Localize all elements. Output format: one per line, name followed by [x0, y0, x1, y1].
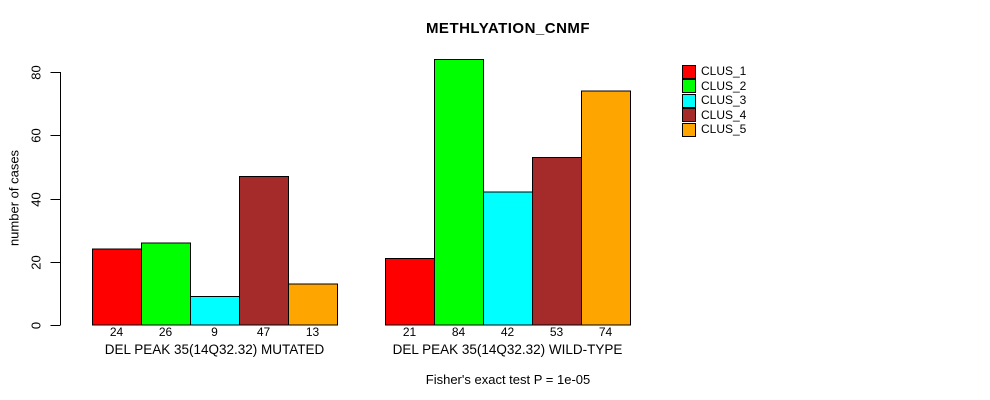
- bar-clus_1-group2: [385, 258, 435, 326]
- bar-value-label: 9: [211, 325, 218, 339]
- chart-title: METHLYATION_CNMF: [425, 20, 591, 37]
- bar-clus_2-group1: [141, 242, 191, 326]
- bar-value-label: 42: [501, 325, 515, 339]
- bar-clus_4-group1: [239, 175, 289, 326]
- y-axis-tick-label: 80: [29, 65, 44, 79]
- bar-clus_5-group1: [288, 283, 338, 326]
- x-group-label: DEL PEAK 35(14Q32.32) MUTATED: [105, 342, 325, 357]
- y-axis-tick-label: 60: [29, 128, 44, 142]
- legend-swatch: [682, 79, 696, 94]
- legend-swatch: [682, 122, 696, 137]
- legend-label: CLUS_2: [701, 78, 747, 93]
- y-axis-tick-label: 0: [29, 322, 44, 329]
- y-axis-tick-label: 20: [29, 255, 44, 269]
- bar-value-label: 24: [110, 325, 124, 339]
- bar-clus_5-group2: [581, 90, 631, 326]
- bar-clus_2-group2: [434, 58, 484, 326]
- x-group-label: DEL PEAK 35(14Q32.32) WILD-TYPE: [393, 342, 623, 357]
- legend-item-clus_4: CLUS_4: [682, 107, 747, 123]
- legend-item-clus_5: CLUS_5: [682, 122, 747, 137]
- bar-clus_4-group2: [532, 156, 582, 326]
- bar-value-label: 47: [257, 325, 271, 339]
- legend-label: CLUS_5: [701, 122, 747, 137]
- bar-clus_3-group1: [190, 296, 240, 326]
- legend-swatch: [682, 64, 696, 79]
- legend-item-clus_2: CLUS_2: [682, 78, 747, 94]
- legend: CLUS_1 CLUS_2 CLUS_3 CLUS_4 CLUS_5: [682, 64, 747, 138]
- bar-value-label: 53: [550, 325, 564, 339]
- bar-value-label: 74: [599, 325, 613, 339]
- legend-item-clus_1: CLUS_1: [682, 64, 747, 79]
- fisher-test-footnote: Fisher's exact test P = 1e-05: [425, 372, 591, 387]
- legend-swatch: [682, 108, 696, 123]
- y-axis-tick-label: 40: [29, 192, 44, 206]
- legend-label: CLUS_3: [701, 93, 747, 108]
- bar-value-label: 84: [452, 325, 466, 339]
- legend-item-clus_3: CLUS_3: [682, 93, 747, 108]
- bar-clus_3-group2: [483, 191, 533, 326]
- bar-value-label: 26: [159, 325, 173, 339]
- bar-value-label: 21: [403, 325, 417, 339]
- bar-clus_1-group1: [92, 248, 142, 326]
- legend-swatch: [682, 93, 696, 108]
- legend-label: CLUS_1: [701, 64, 747, 78]
- bar-value-label: 13: [306, 325, 320, 339]
- legend-label: CLUS_4: [701, 107, 747, 122]
